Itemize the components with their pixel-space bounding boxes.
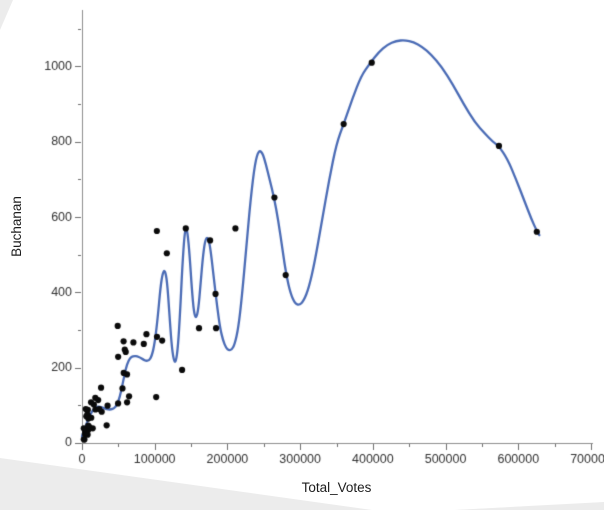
- y-axis-title: Buchanan: [9, 196, 24, 257]
- background-wedge-bottom-right: [454, 502, 604, 510]
- x-axis-title: Total_Votes: [301, 480, 372, 495]
